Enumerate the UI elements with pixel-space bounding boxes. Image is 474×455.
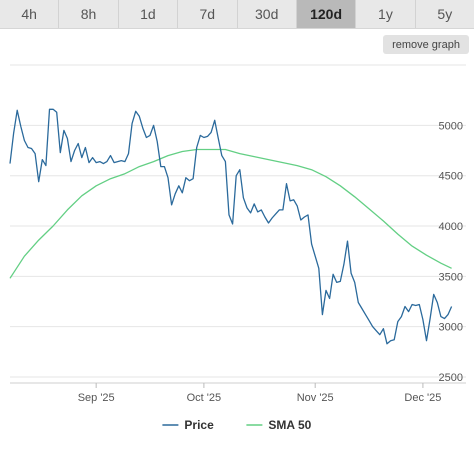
x-tick-label: Sep '25 (78, 392, 115, 404)
y-tick-label: 2500 (439, 372, 463, 384)
range-button-1d[interactable]: 1d (119, 0, 179, 28)
range-button-4h[interactable]: 4h (0, 0, 60, 28)
y-tick-label: 4500 (439, 171, 463, 183)
series-line-sma-50 (9, 148, 452, 279)
range-button-120d[interactable]: 120d (296, 0, 357, 28)
x-tick-label: Dec '25 (404, 392, 441, 404)
remove-graph-button[interactable]: remove graph (383, 35, 469, 54)
time-range-selector: 4h 8h 1d 7d 30d 120d 1y 5y (0, 0, 474, 29)
x-tick-label: Oct '25 (187, 392, 222, 404)
range-button-30d[interactable]: 30d (238, 0, 297, 28)
grid-lines (10, 64, 466, 384)
x-tick-label: Nov '25 (297, 392, 334, 404)
y-tick-label: 3500 (439, 271, 463, 283)
legend-item-price[interactable]: Price (162, 418, 214, 432)
range-button-1y[interactable]: 1y (356, 0, 416, 28)
series-line-price (9, 108, 453, 345)
chart-legend: Price SMA 50 (162, 418, 312, 432)
range-button-8h[interactable]: 8h (59, 0, 119, 28)
legend-label: SMA 50 (268, 418, 311, 432)
range-button-5y[interactable]: 5y (437, 6, 453, 22)
y-tick-label: 5000 (439, 120, 463, 132)
series-lines (9, 108, 453, 345)
axis-ticks: 2500 3000 3500 4000 4500 5000 Sep '25 Oct '25 No… (78, 120, 463, 404)
y-tick-label: 3000 (439, 322, 463, 334)
y-tick-label: 4000 (439, 221, 463, 233)
range-button-7d[interactable]: 7d (178, 0, 238, 28)
legend-item-sma-50[interactable]: SMA 50 (246, 418, 312, 432)
legend-label: Price (184, 418, 214, 432)
